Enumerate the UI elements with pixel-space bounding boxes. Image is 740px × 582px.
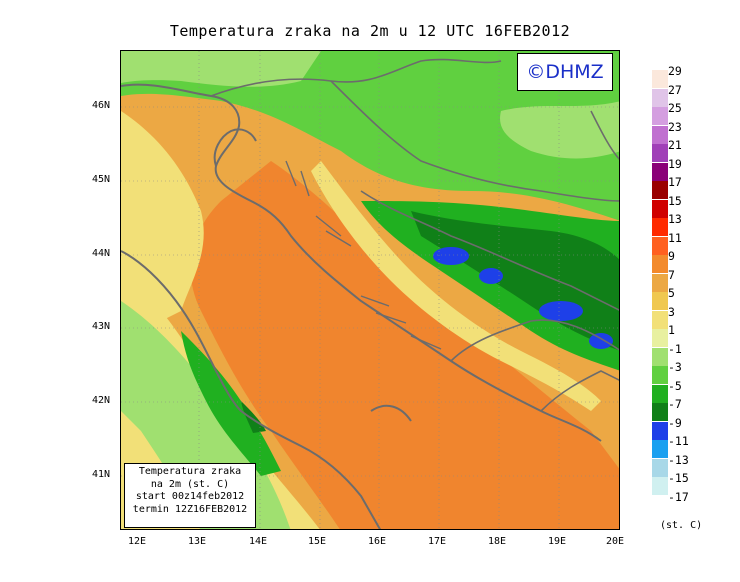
field-cold-pocket-4 [589,333,613,349]
legend-label: 27 [668,82,682,97]
legend-label: 17 [668,175,682,189]
info-line-start: start 00z14feb2012 [135,491,245,502]
legend-swatch [652,366,668,384]
y-tick-44N: 44N [92,248,111,259]
legend-swatch [652,292,668,310]
field-warm-sea [190,161,619,529]
legend-swatch [652,329,668,347]
x-tick-12E: 12E [128,536,147,547]
legend-swatch [652,88,668,107]
borders [210,58,619,412]
legend-label: -1 [668,341,682,356]
legend-unit: (st. C) [660,520,703,531]
legend-label: 15 [668,193,682,208]
legend-swatch [652,477,668,495]
legend-swatch [652,384,668,403]
legend-swatch [652,273,668,292]
x-tick-20E: 20E [606,536,625,547]
x-tick-17E: 17E [428,536,447,547]
legend-swatch [652,199,668,218]
x-tick-14E: 14E [249,536,268,547]
legend-swatch [652,218,668,236]
map-title: Temperatura zraka na 2m u 12 UTC 16FEB20… [169,22,571,40]
legend-label: 3 [668,304,675,319]
legend-swatch [652,310,668,329]
legend-swatch [652,70,668,88]
y-tick-45N: 45N [92,174,111,185]
field-north-light [121,51,321,87]
legend-label: -9 [668,415,682,430]
field-apennines-dark [241,401,266,433]
legend-label: 29 [668,64,682,78]
x-tick-13E: 13E [188,536,207,547]
y-tick-42N: 42N [92,395,111,406]
legend-label: -17 [668,489,689,504]
legend-swatch [652,107,668,125]
legend-swatch [652,347,668,366]
legend-label: 23 [668,119,682,134]
info-box: Temperatura zraka na 2m (st. C) start 00… [124,463,256,528]
legend-swatch [652,181,668,199]
legend-label: 5 [668,286,675,300]
legend-label: -11 [668,434,689,448]
x-tick-18E: 18E [488,536,507,547]
info-line-termin: termin 12Z16FEB2012 [132,503,248,515]
legend-swatch [652,421,668,440]
field-cold-pocket-2 [479,268,503,284]
legend-swatch [652,125,668,144]
field-cold-pocket-3 [539,301,583,321]
info-line-variable: Temperatura zraka [138,466,242,477]
x-tick-15E: 15E [308,536,327,547]
islands [285,160,442,350]
legend-label: 21 [668,138,682,152]
legend-swatch [652,162,668,181]
legend-label: -15 [668,471,689,485]
y-tick-46N: 46N [92,100,111,111]
field-italy-coast [121,111,204,341]
field-pannonia-light [500,101,619,159]
legend-label: -3 [668,360,682,374]
legend-label: 7 [668,267,675,282]
temperature-field [121,51,619,529]
legend-swatch [652,458,668,477]
field-cold-pocket-1 [433,247,469,265]
x-tick-16E: 16E [368,536,387,547]
legend-label: -5 [668,378,682,393]
y-tick-41N: 41N [92,469,111,480]
y-tick-43N: 43N [92,321,111,332]
coastlines [121,83,602,529]
legend-swatch [652,440,668,458]
x-tick-19E: 19E [548,536,567,547]
legend-label: 19 [668,156,682,171]
legend-swatch [652,403,668,421]
legend-label: 11 [668,230,682,245]
legend-label: 25 [668,101,682,115]
temperature-map [120,50,620,530]
legend-swatch [652,236,668,255]
field-north-green [121,51,619,221]
legend-swatch [652,255,668,273]
dhmz-logo: ©DHMZ [517,53,613,91]
field-apennines-green [181,331,281,476]
legend-label: 9 [668,249,675,263]
legend-label: 1 [668,323,675,337]
legend-label: -13 [668,452,689,467]
info-line-units: na 2m (st. C) [150,478,230,490]
legend-label: 13 [668,212,682,226]
graticule [121,51,619,529]
legend-label: -7 [668,397,682,411]
legend-swatch [652,144,668,162]
